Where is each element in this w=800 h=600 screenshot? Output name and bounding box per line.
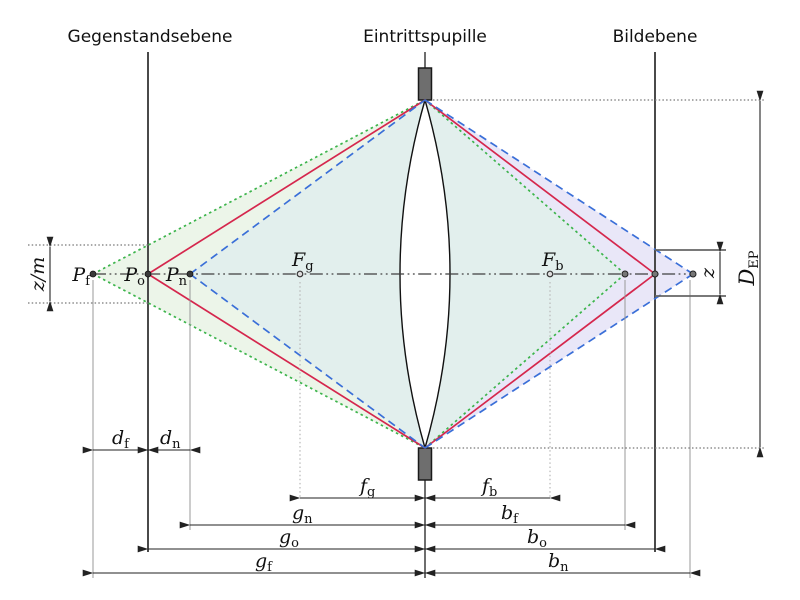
aperture-stop-top [417,67,433,101]
dimension-f-object: fg [289,475,436,502]
point-P-near [186,270,194,278]
dimension-b-focus: bo [414,526,666,553]
dimension-g-far: gf [82,550,436,577]
image-plane-label: Bildebene [613,27,698,47]
svg-text:z: z [697,267,719,279]
dimension-d-far: df [82,427,159,454]
svg-text:gf: gf [255,550,273,575]
far-point-rays [92,99,626,449]
near-point-rays [189,99,694,449]
image-point-near [689,270,697,278]
point-P-far-label: Pf [71,264,91,289]
circle-of-confusion-dimension: z [697,241,724,305]
dimension-f-image: fb [414,475,561,502]
point-P-near-label: Pn [165,264,188,289]
aperture-stop-bottom [417,447,433,481]
entrance-pupil-label: Eintrittspupille [363,27,487,47]
svg-text:fb: fb [480,475,497,500]
focal-point-image-label: Fb [541,249,564,274]
dimension-d-near: dn [137,427,201,454]
svg-text:bo: bo [527,526,547,551]
svg-text:DEP: DEP [735,250,762,286]
svg-text:bf: bf [501,502,519,527]
dimension-b-far: bf [414,502,636,529]
focal-point-image [546,270,554,278]
dimension-b-near: bn [414,550,701,577]
object-plane-label: Gegenstandsebene [68,27,233,47]
focal-point-object-label: Fg [291,249,314,274]
focused-point-rays [147,99,656,449]
entrance-pupil-diameter-dimension: DEP [735,90,764,458]
extension-lines [28,99,766,578]
dimension-g-focus: go [137,526,436,553]
image-point-focus [651,270,659,278]
svg-text:go: go [279,526,299,551]
point-P-focus-label: Po [123,264,145,289]
dimension-g-near: gn [179,502,436,529]
image-point-far [621,270,629,278]
svg-text:z/m: z/m [27,257,49,292]
svg-text:bn: bn [548,550,569,575]
point-P-focus [144,270,152,278]
svg-text:gn: gn [292,502,313,527]
blur-disc-object-dimension: z/m [27,236,54,312]
point-P-far [89,270,97,278]
svg-text:dn: dn [160,427,181,452]
focal-point-object [296,270,304,278]
svg-text:fg: fg [358,475,375,500]
svg-text:df: df [112,427,130,452]
